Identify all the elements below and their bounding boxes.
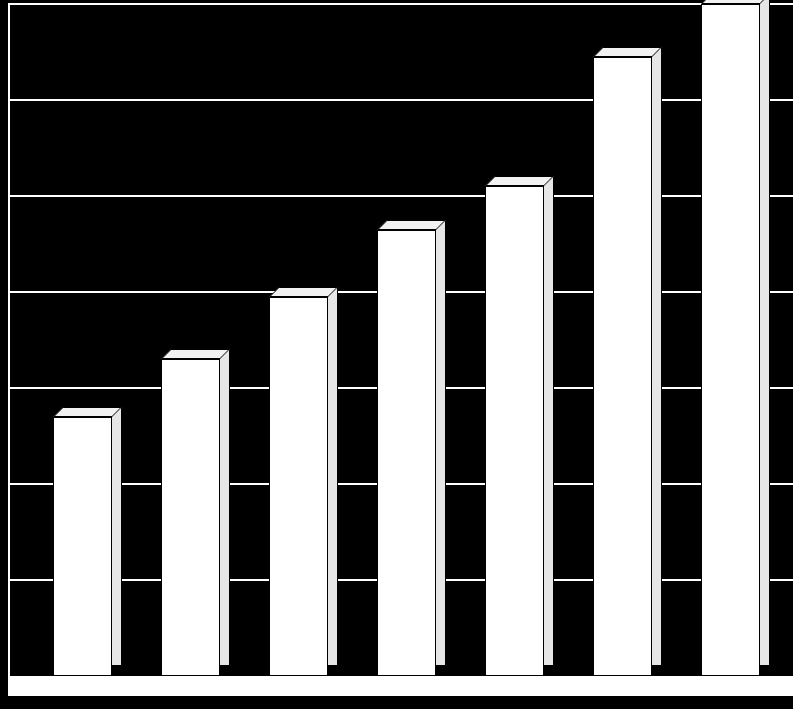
bar [377,220,436,696]
bar [161,349,220,696]
gridline [8,99,793,101]
plot-area [8,4,793,696]
gridline [8,3,793,5]
bar-top [377,220,446,230]
bar-top [53,407,122,417]
bar-front [485,186,544,676]
bar-top [269,287,338,297]
bar [701,0,760,696]
y-axis-line [8,4,10,696]
bar [269,287,328,696]
bar-top [161,349,230,359]
bar [53,407,112,696]
bar-chart [0,0,793,709]
bar-front [593,57,652,676]
bar-top [485,176,554,186]
bar [485,176,544,696]
gridline [8,195,793,197]
bar-front [269,297,328,676]
bar-front [53,417,112,676]
bar [593,47,652,696]
bar-front [701,4,760,676]
bar-front [161,359,220,676]
bar-front [377,230,436,676]
bar-top [593,47,662,57]
